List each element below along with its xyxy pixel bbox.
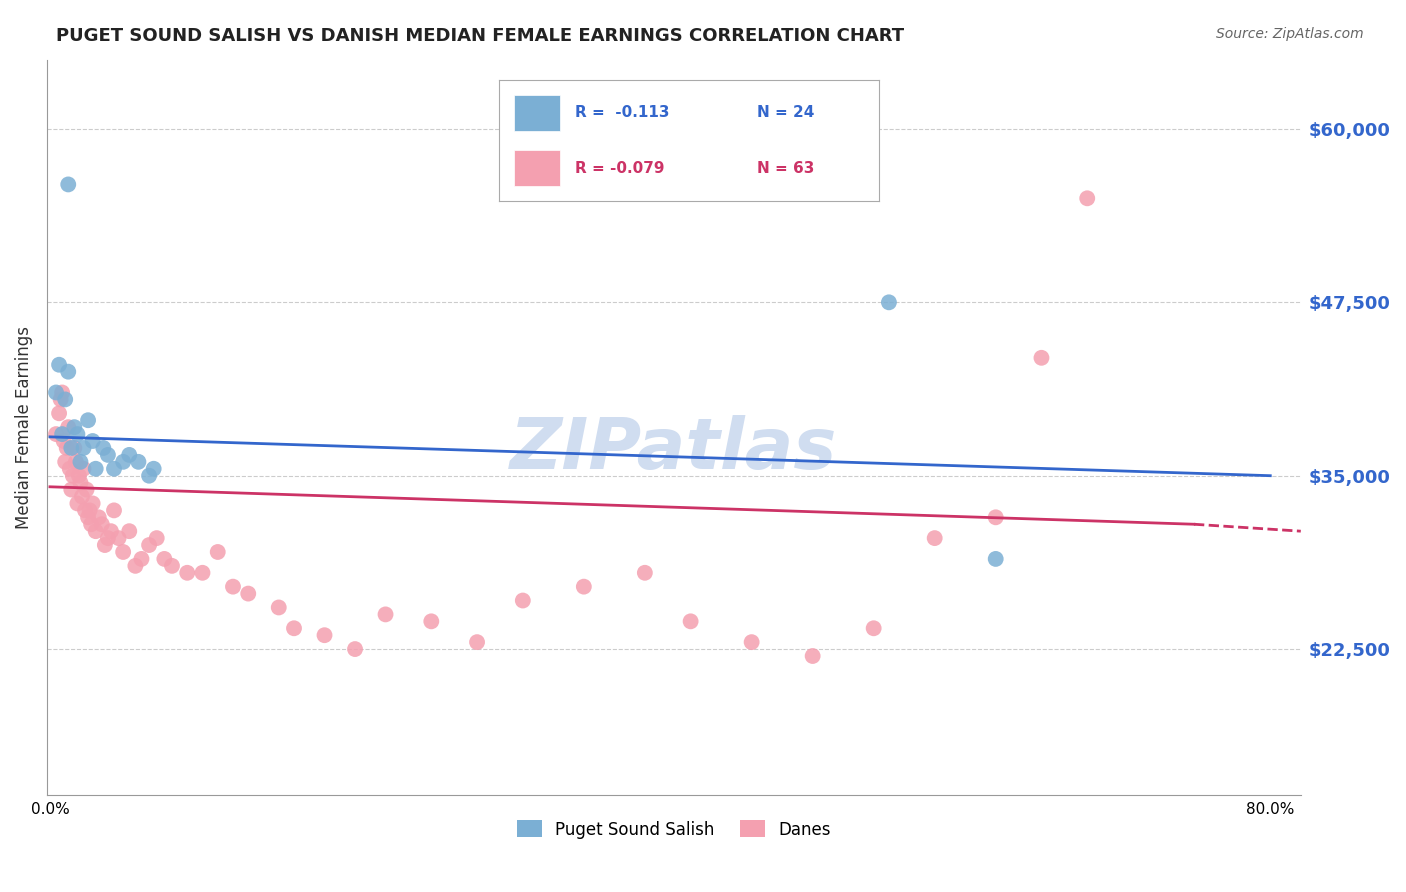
Point xyxy=(91,441,114,455)
Point xyxy=(103,503,125,517)
Point xyxy=(153,552,176,566)
Text: Source: ZipAtlas.com: Source: ZipAtlas.com xyxy=(1216,27,1364,41)
Point xyxy=(69,455,91,469)
Point xyxy=(118,448,141,462)
Point xyxy=(238,586,260,600)
Point xyxy=(267,600,290,615)
Point xyxy=(55,441,77,455)
Text: N = 63: N = 63 xyxy=(758,161,814,176)
Point xyxy=(124,558,146,573)
Point xyxy=(48,406,70,420)
Point xyxy=(97,531,120,545)
Text: N = 24: N = 24 xyxy=(758,105,814,120)
Point xyxy=(66,427,89,442)
Point xyxy=(77,413,100,427)
Legend: Puget Sound Salish, Danes: Puget Sound Salish, Danes xyxy=(510,814,838,846)
Point xyxy=(97,448,120,462)
Point xyxy=(679,615,702,629)
Point xyxy=(76,483,98,497)
Point xyxy=(801,648,824,663)
Point xyxy=(67,468,90,483)
Text: R = -0.079: R = -0.079 xyxy=(575,161,665,176)
Point xyxy=(52,434,75,448)
Point xyxy=(222,580,245,594)
Point xyxy=(924,531,946,545)
Point xyxy=(191,566,214,580)
Point xyxy=(77,510,100,524)
Point xyxy=(49,392,72,407)
Point xyxy=(94,538,117,552)
Point xyxy=(60,441,83,455)
Point xyxy=(63,420,86,434)
Point xyxy=(53,392,76,407)
Point xyxy=(112,545,135,559)
Point xyxy=(58,365,80,379)
Point xyxy=(107,531,129,545)
Point xyxy=(72,441,94,455)
Point xyxy=(112,455,135,469)
Point xyxy=(62,468,84,483)
Point xyxy=(877,295,900,310)
Point xyxy=(69,475,91,490)
Point xyxy=(344,642,367,657)
Point xyxy=(131,552,153,566)
Point xyxy=(60,483,83,497)
Bar xyxy=(515,150,560,186)
Text: PUGET SOUND SALISH VS DANISH MEDIAN FEMALE EARNINGS CORRELATION CHART: PUGET SOUND SALISH VS DANISH MEDIAN FEMA… xyxy=(56,27,904,45)
Point xyxy=(512,593,534,607)
Point xyxy=(1031,351,1053,365)
Y-axis label: Median Female Earnings: Median Female Earnings xyxy=(15,326,32,529)
Point xyxy=(100,524,122,538)
Point xyxy=(48,358,70,372)
Point xyxy=(862,621,884,635)
Point xyxy=(465,635,488,649)
Point xyxy=(142,462,165,476)
Point xyxy=(572,580,595,594)
Point xyxy=(87,510,110,524)
Point xyxy=(374,607,396,622)
Text: ZIPatlas: ZIPatlas xyxy=(510,415,838,483)
Text: R =  -0.113: R = -0.113 xyxy=(575,105,669,120)
Point xyxy=(160,558,183,573)
Point xyxy=(58,178,80,192)
Point xyxy=(127,455,149,469)
Point xyxy=(103,462,125,476)
Point xyxy=(741,635,763,649)
Point xyxy=(1076,191,1098,205)
Point xyxy=(45,427,67,442)
Point xyxy=(82,496,104,510)
Point xyxy=(65,455,87,469)
Point xyxy=(207,545,229,559)
Bar xyxy=(515,95,560,131)
Point xyxy=(53,455,76,469)
Point xyxy=(145,531,167,545)
Point xyxy=(51,427,73,442)
Point xyxy=(51,385,73,400)
Point xyxy=(79,503,101,517)
Point xyxy=(314,628,336,642)
Point xyxy=(59,462,82,476)
Point xyxy=(84,462,107,476)
Point xyxy=(63,441,86,455)
Point xyxy=(45,385,67,400)
Point xyxy=(73,503,96,517)
Point xyxy=(138,538,160,552)
Point xyxy=(72,462,94,476)
Point xyxy=(84,524,107,538)
Point xyxy=(90,517,112,532)
Point xyxy=(984,552,1007,566)
Point xyxy=(138,468,160,483)
Point xyxy=(176,566,198,580)
Point xyxy=(984,510,1007,524)
Point xyxy=(58,420,80,434)
Point xyxy=(420,615,443,629)
Point xyxy=(634,566,657,580)
Point xyxy=(80,517,103,532)
Point xyxy=(283,621,305,635)
Point xyxy=(66,496,89,510)
Point xyxy=(118,524,141,538)
Point xyxy=(82,434,104,448)
Point xyxy=(70,490,93,504)
